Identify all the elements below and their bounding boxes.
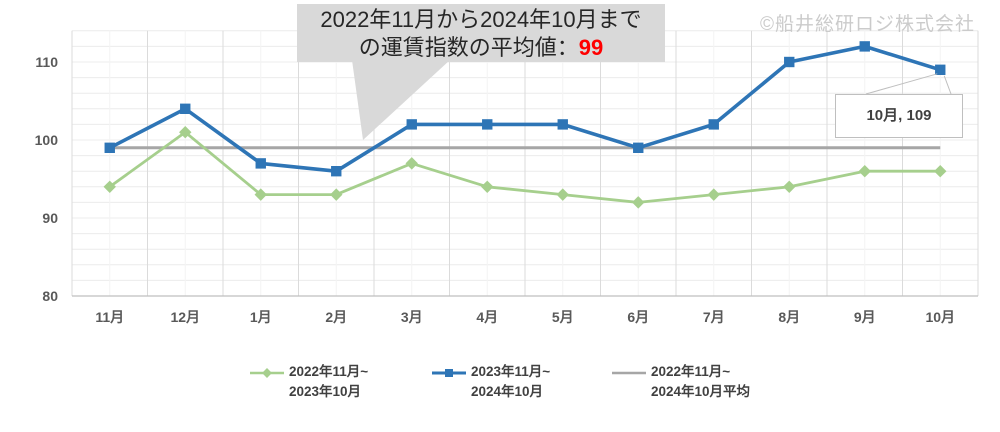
svg-text:4月: 4月 xyxy=(476,309,498,325)
legend-item-series-2023: 2023年11月~ 2024年10月 xyxy=(432,362,550,402)
annotation-average-value: 99 xyxy=(578,35,604,60)
svg-text:100: 100 xyxy=(35,132,59,148)
svg-text:10月: 10月 xyxy=(925,309,955,325)
svg-text:1月: 1月 xyxy=(250,309,272,325)
svg-text:90: 90 xyxy=(42,210,58,226)
chart-legend: 2022年11月~ 2023年10月 2023年11月~ 2024年10月 20… xyxy=(0,360,1000,424)
annotation-line2: の運賃指数の平均値：99 xyxy=(297,34,665,62)
data-point-label: 10月, 109 xyxy=(835,94,963,138)
legend-marker-green-diamond-icon xyxy=(250,368,284,378)
annotation-line2-prefix: の運賃指数の平均値： xyxy=(358,35,579,60)
legend-marker-gray-line-icon xyxy=(612,371,646,375)
svg-text:80: 80 xyxy=(42,288,58,304)
svg-text:11月: 11月 xyxy=(95,309,124,325)
average-annotation-callout: 2022年11月から2024年10月まで の運賃指数の平均値：99 xyxy=(297,4,665,62)
svg-text:7月: 7月 xyxy=(703,309,725,325)
svg-text:5月: 5月 xyxy=(552,309,574,325)
svg-text:3月: 3月 xyxy=(401,309,423,325)
legend-item-average: 2022年11月~ 2024年10月平均 xyxy=(612,362,750,402)
legend-label-series-2022: 2022年11月~ 2023年10月 xyxy=(289,364,369,399)
copyright-watermark: ©船井総研ロジ株式会社 xyxy=(759,14,975,35)
legend-label-series-2023: 2023年11月~ 2024年10月 xyxy=(471,364,551,399)
svg-text:6月: 6月 xyxy=(627,309,649,325)
svg-text:9月: 9月 xyxy=(854,309,876,325)
svg-text:2月: 2月 xyxy=(325,309,347,325)
legend-marker-blue-square-icon xyxy=(432,369,466,377)
svg-text:8月: 8月 xyxy=(778,309,800,325)
legend-label-average: 2022年11月~ 2024年10月平均 xyxy=(651,364,751,399)
line-chart-canvas: 80 90 100 110 11月 12月 1月 2月 3月 4月 5月 6月 7月 8月 9月 10月 xyxy=(35,30,979,325)
annotation-line1: 2022年11月から2024年10月まで xyxy=(320,7,642,32)
svg-text:110: 110 xyxy=(35,54,58,70)
svg-text:12月: 12月 xyxy=(170,309,200,325)
legend-item-series-2022: 2022年11月~ 2023年10月 xyxy=(250,362,368,402)
